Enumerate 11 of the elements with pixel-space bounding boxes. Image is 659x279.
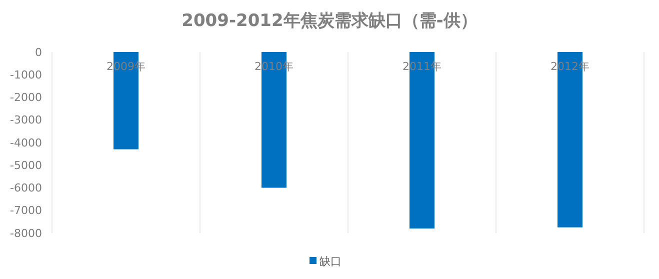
y-tick-label: -7000 (10, 204, 42, 218)
y-tick-label: -3000 (10, 114, 42, 127)
y-tick-label: -4000 (10, 136, 42, 150)
y-tick-label: -5000 (10, 158, 42, 172)
y-tick-label: 0 (35, 46, 42, 59)
legend-label: 缺口 (320, 254, 342, 268)
chart-title: 2009-2012年焦炭需求缺口（需-供） (182, 11, 478, 31)
y-tick-label: -2000 (10, 91, 42, 104)
y-tick-label: -6000 (10, 182, 42, 195)
y-tick-label: -1000 (10, 68, 42, 82)
y-tick-label: -8000 (10, 226, 42, 240)
